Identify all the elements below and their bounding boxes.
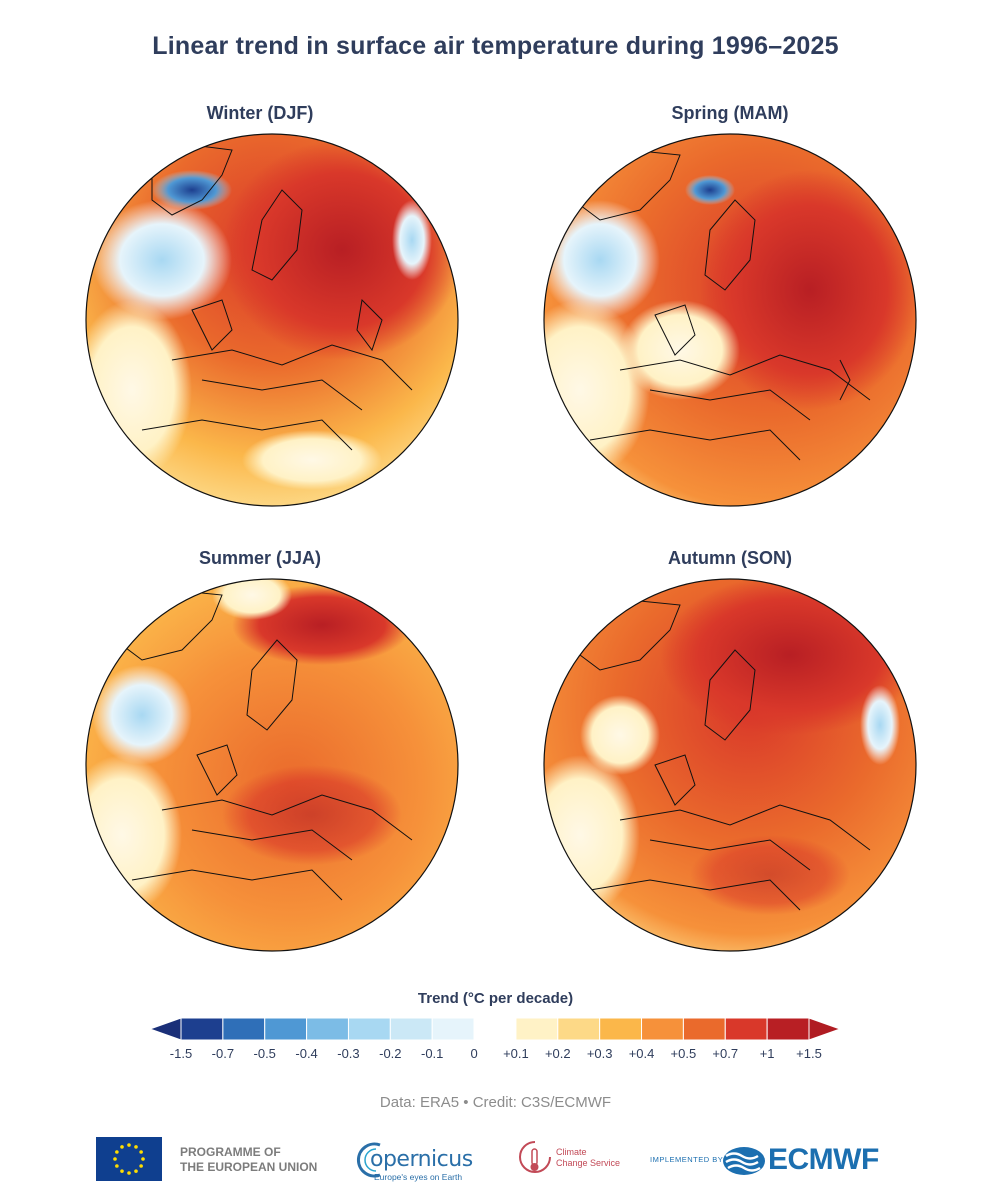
colorbar-tick-label: +0.1 bbox=[503, 1046, 529, 1061]
colorbar-swatch bbox=[222, 1017, 266, 1041]
eu-star-icon bbox=[141, 1157, 145, 1161]
colorbar-swatch bbox=[557, 1017, 601, 1041]
colorbar-tick-label: -1.5 bbox=[169, 1046, 193, 1061]
panel-title-summer: Summer (JJA) bbox=[198, 548, 322, 568]
colorbar-tick-label: +1 bbox=[759, 1046, 775, 1061]
colorbar-swatch bbox=[682, 1017, 726, 1041]
colorbar-swatch bbox=[515, 1017, 559, 1041]
colorbar-tick-label: -0.7 bbox=[211, 1046, 235, 1061]
colorbar-tick-label: -0.1 bbox=[420, 1046, 444, 1061]
colorbar-tick-label: -0.3 bbox=[337, 1046, 360, 1061]
eu-star-icon bbox=[115, 1164, 119, 1168]
colorbar-swatch bbox=[431, 1017, 475, 1041]
colorbar-swatch bbox=[306, 1017, 349, 1041]
eu-star-icon bbox=[120, 1169, 124, 1173]
eu-star-icon bbox=[115, 1150, 119, 1154]
globe-map-spring bbox=[543, 133, 917, 507]
eu-star-icon bbox=[113, 1157, 117, 1161]
eu-programme-text: PROGRAMME OF THE EUROPEAN UNION bbox=[180, 1145, 317, 1175]
copernicus-logo: opernicus Europe's eyes on Earth bbox=[357, 1135, 490, 1185]
copernicus-word: opernicus bbox=[370, 1147, 473, 1172]
copernicus-tagline: Europe's eyes on Earth bbox=[374, 1172, 463, 1182]
eu-star-icon bbox=[139, 1164, 143, 1168]
eu-star-icon bbox=[120, 1145, 124, 1149]
globe-map-summer bbox=[85, 578, 459, 952]
page-title: Linear trend in surface air temperature … bbox=[152, 32, 839, 60]
colorbar-tick-label: +0.7 bbox=[712, 1046, 739, 1061]
colorbar-low-arrow bbox=[150, 1017, 182, 1041]
colorbar-tick-label: -0.5 bbox=[253, 1046, 276, 1061]
eu-star-icon bbox=[134, 1145, 138, 1149]
c3s-line2: Change Service bbox=[556, 1158, 621, 1168]
ecmwf-wordmark: ECMWF bbox=[768, 1143, 879, 1176]
c3s-line1: Climate bbox=[556, 1147, 587, 1157]
colorbar-tick-label: 0 bbox=[470, 1046, 478, 1061]
thermometer-icon bbox=[519, 1141, 551, 1173]
colorbar-swatch bbox=[389, 1017, 433, 1041]
colorbar-tick-label: -0.4 bbox=[295, 1046, 318, 1061]
colorbar-high-arrow bbox=[808, 1017, 840, 1041]
ecmwf-logo: IMPLEMENTED BY ECMWF bbox=[650, 1139, 900, 1179]
colorbar-tick-label: +0.2 bbox=[544, 1046, 571, 1061]
colorbar-swatch bbox=[599, 1017, 643, 1041]
credit-text: Data: ERA5 • Credit: C3S/ECMWF bbox=[379, 1094, 612, 1111]
colorbar-tick-label: +1.5 bbox=[796, 1046, 822, 1061]
colorbar-swatch bbox=[473, 1017, 517, 1041]
colorbar-swatch bbox=[180, 1017, 224, 1041]
logo-row: PROGRAMME OF THE EUROPEAN UNION opernicu… bbox=[0, 1135, 991, 1185]
colorbar-swatch bbox=[347, 1017, 391, 1041]
implemented-by-text: IMPLEMENTED BY bbox=[650, 1155, 724, 1164]
eu-text-line2: THE EUROPEAN UNION bbox=[180, 1160, 318, 1174]
panel-title-autumn: Autumn (SON) bbox=[668, 548, 792, 568]
colorbar-swatch bbox=[264, 1017, 308, 1041]
colorbar-swatch bbox=[766, 1017, 810, 1041]
globe-map-autumn bbox=[543, 578, 917, 952]
eu-flag-logo bbox=[96, 1137, 162, 1181]
eu-star-icon bbox=[127, 1171, 131, 1175]
eu-star-icon bbox=[127, 1143, 131, 1147]
colorbar-tick-label: -0.2 bbox=[379, 1046, 402, 1061]
colorbar bbox=[150, 1017, 840, 1041]
c3s-logo: Climate Change Service bbox=[518, 1137, 628, 1183]
eu-text-line1: PROGRAMME OF bbox=[180, 1145, 281, 1159]
colorbar-swatch bbox=[641, 1017, 684, 1041]
colorbar-swatch bbox=[724, 1017, 768, 1041]
panel-title-spring: Spring (MAM) bbox=[671, 103, 789, 123]
c3s-text: Climate Change Service bbox=[556, 1147, 620, 1169]
panel-title-winter: Winter (DJF) bbox=[206, 103, 314, 123]
colorbar-tick-label: +0.3 bbox=[586, 1046, 613, 1061]
colorbar-tick-label: +0.5 bbox=[670, 1046, 697, 1061]
eu-star-icon bbox=[139, 1150, 143, 1154]
eu-star-icon bbox=[134, 1169, 138, 1173]
ecmwf-waves-icon bbox=[723, 1147, 765, 1175]
colorbar-tick-label: +0.4 bbox=[628, 1046, 655, 1061]
copernicus-c-icon bbox=[357, 1142, 381, 1178]
globe-map-winter bbox=[85, 133, 459, 507]
legend-title: Trend (°C per decade) bbox=[417, 990, 574, 1007]
eu-stars-icon bbox=[113, 1143, 145, 1175]
